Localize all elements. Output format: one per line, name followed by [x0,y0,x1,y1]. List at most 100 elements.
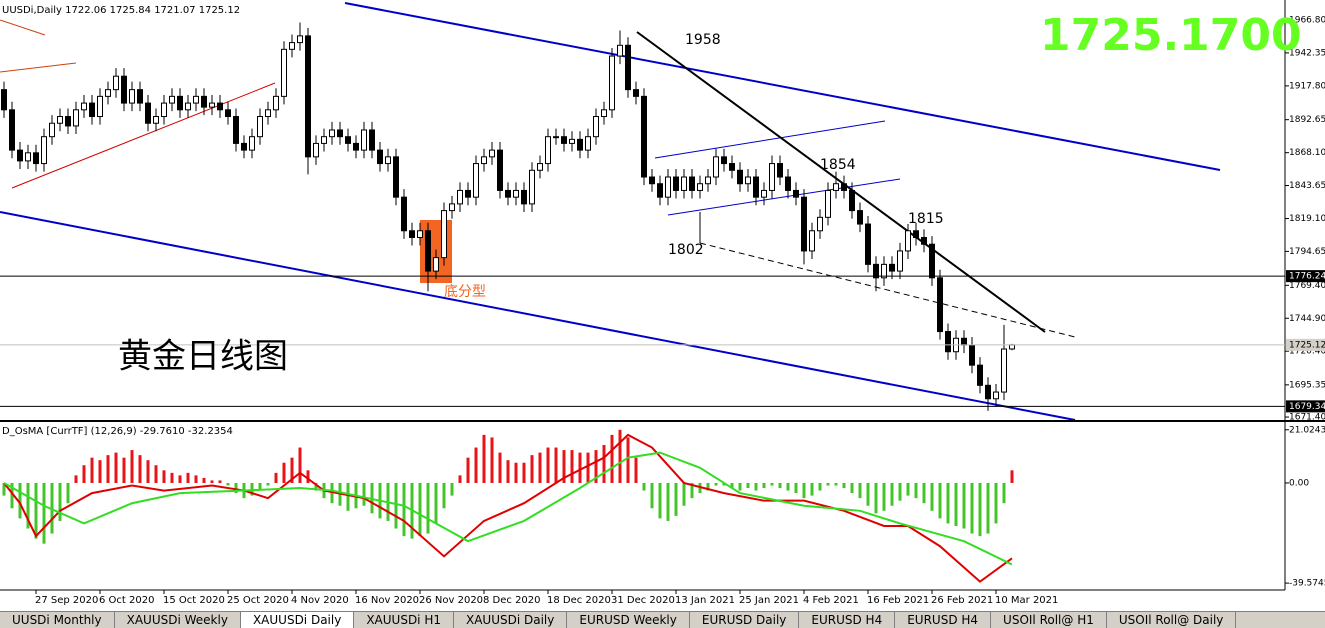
channel-line [0,211,1076,421]
histogram-bar [562,450,566,483]
histogram-bar [530,455,534,483]
histogram-bar [930,482,934,511]
chart-tab[interactable]: XAUUSDi Daily [454,612,568,628]
candle-body [377,149,383,165]
histogram-bar [258,482,262,491]
histogram-bar [882,482,886,511]
histogram-bar [522,462,526,483]
candle-body [697,183,703,191]
candle-body [785,176,791,191]
x-tick-label: 16 Feb 2021 [867,595,929,606]
histogram-bar [218,480,222,483]
candle-body [25,152,31,162]
chart-tab[interactable]: EURUSD H4 [799,612,896,628]
x-tick-label: 18 Dec 2020 [547,595,611,606]
x-tick-label: 10 Mar 2021 [995,595,1058,606]
chart-tab[interactable]: EURUSD Weekly [567,612,690,628]
histogram-bar [82,465,86,483]
histogram-bar [634,457,638,483]
histogram-bar [514,462,518,483]
y-tick-label: -39.5745 [1289,579,1325,589]
trend-line [0,62,77,73]
histogram-bar [362,482,366,506]
chart-tab[interactable]: USOIl Roll@ Daily [1107,612,1237,628]
y-tick-label: 1819.10 [1289,214,1325,224]
chart-tab[interactable]: XAUUSDi Weekly [115,612,241,628]
candle-body [393,156,399,198]
trend-line [699,242,1076,338]
x-tick-label: 26 Feb 2021 [931,595,993,606]
candle-body [417,230,423,238]
price-label: 1725.12 [1289,340,1325,350]
candle-body [49,122,55,138]
candle-body [681,176,687,191]
candle-body [321,136,327,144]
candle-body [385,156,391,165]
chart-tab[interactable]: UUSDi Monthly [0,612,115,628]
candle-body [369,129,375,151]
x-tick-label: 8 Dec 2020 [483,595,541,606]
histogram-bar [458,475,462,483]
histogram-bar [594,450,598,483]
y-tick-label: 1868.10 [1289,148,1325,158]
price-label-box [1286,270,1325,283]
channel-line [654,120,886,159]
histogram-bar [42,482,46,544]
candle-body [521,189,527,205]
y-tick-label: 1671.40 [1289,413,1325,423]
annotation: 1802 [668,242,704,258]
histogram-bar [658,482,662,519]
histogram-bar [10,482,14,509]
histogram-bar [2,482,6,496]
candle-body [849,189,855,212]
histogram-bar [266,482,270,486]
candle-body [41,136,47,165]
histogram-bar [770,482,774,486]
candle-body [657,183,663,198]
annotations: 1958 1854 1815 1802 底分型 黄金日线图 1725.1700 … [2,5,1302,437]
candle-body [601,109,607,118]
candle-body [241,142,247,151]
histogram-bar [538,452,542,483]
chart-tab[interactable]: EURUSD H4 [895,612,992,628]
candle-body [833,183,839,191]
x-tick-label: 16 Nov 2020 [355,595,419,606]
histogram-bar [226,482,230,486]
histogram-bar [866,482,870,506]
chart-tab[interactable]: EURUSD Daily [690,612,800,628]
annotation: 1958 [685,32,721,48]
tab-bar: UUSDi Monthly XAUUSDi Weekly XAUUSDi Daily… [0,611,1325,628]
histogram-bar [314,482,318,491]
price-label: 1679.34 [1289,402,1325,412]
candle-body [353,142,359,151]
candle-body [665,176,671,198]
y-tick-label: 1917.80 [1289,81,1325,91]
chart-tab[interactable]: XAUUSDi H1 [354,612,454,628]
histogram-bar [810,482,814,496]
candle-body [425,230,431,272]
candle-body [169,95,175,104]
indicator-line [3,451,1013,566]
price-panel [1,22,1015,411]
histogram-bar [922,482,926,504]
x-tick-label: 25 Oct 2020 [227,595,289,606]
candle-body [721,156,727,165]
candle-body [137,89,143,104]
candle-body [201,95,207,108]
candle-body [873,263,879,279]
chart-tab[interactable]: XAUUSDi Daily [240,612,355,628]
histogram-bar [506,460,510,483]
candle-body [569,138,575,144]
candle-body [313,142,319,158]
candle-body [457,189,463,205]
histogram-bar [874,482,878,514]
histogram-bar [186,472,190,483]
candle-body [361,129,367,151]
candle-body [801,196,807,252]
candle-body [249,136,255,151]
histogram-bar [194,475,198,483]
candle-body [225,109,231,118]
price-display: 1725.1700 [1040,10,1302,61]
histogram-bar [970,482,974,534]
chart-tab[interactable]: USOIl Roll@ H1 [991,612,1107,628]
